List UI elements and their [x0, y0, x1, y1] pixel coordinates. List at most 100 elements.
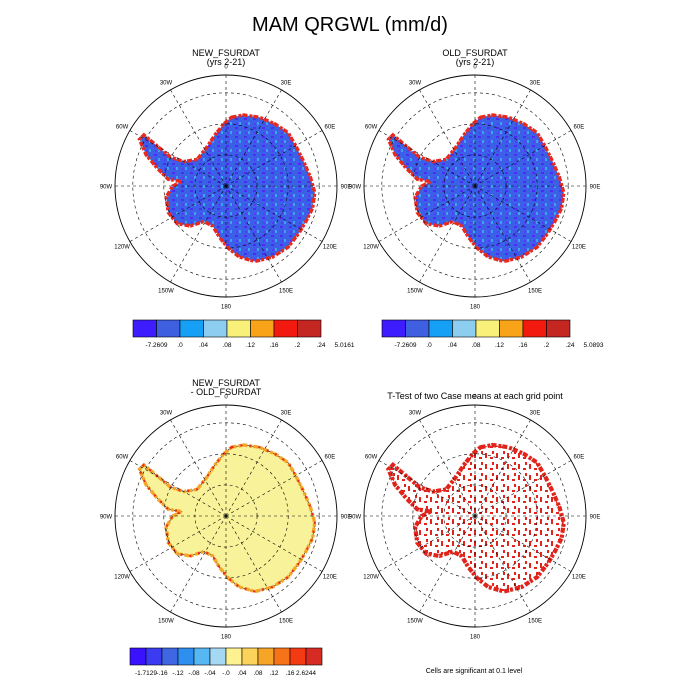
- colorbar-tick-label: .12: [269, 670, 278, 677]
- longitude-label: 120E: [323, 245, 337, 251]
- longitude-label: 60E: [574, 125, 585, 131]
- meridian-line: [225, 185, 323, 242]
- longitude-label: 90W: [349, 515, 362, 521]
- meridian-line: [225, 89, 282, 187]
- coastal-band-red-cells: [138, 443, 316, 593]
- colorbar-swatch: [289, 647, 307, 666]
- panel-difference: NEW_FSURDAT - OLD_FSURDAT 0 30E 60E 90E 120E…: [100, 378, 352, 677]
- longitude-label: 30E: [281, 81, 292, 87]
- meridian-line: [474, 515, 531, 613]
- colorbar-tick-label: -.04: [204, 670, 216, 677]
- colorbar-swatch: [156, 319, 181, 338]
- latitude-circle: [132, 92, 320, 280]
- panel4-map: 0 30E 60E 90E 120E 150E 180 150W 120W 90W 60W 30W: [349, 395, 601, 641]
- colorbar-tick-label: .0: [177, 342, 183, 349]
- meridian-line: [170, 515, 227, 613]
- meridian-line: [419, 515, 476, 613]
- colorbar-swatch: [203, 319, 228, 338]
- colorbar-tick-label: .24: [316, 342, 325, 349]
- longitude-label: 120E: [572, 245, 586, 251]
- colorbar-swatch: [132, 319, 157, 338]
- colorbar-tick-label: .24: [565, 342, 574, 349]
- meridian-line: [129, 130, 227, 187]
- longitude-label: 30W: [409, 411, 422, 417]
- longitude-label: 180: [221, 305, 232, 311]
- longitude-label: 90W: [100, 185, 113, 191]
- meridian-line: [474, 130, 572, 187]
- colorbar-swatch: [452, 319, 477, 338]
- meridian-line: [129, 460, 227, 517]
- longitude-label: 30W: [409, 81, 422, 87]
- panel2-title-line2: (yrs 2-21): [456, 57, 495, 67]
- colorbar-tick-label: .08: [222, 342, 231, 349]
- panel-old-fsurdat: OLD_FSURDAT (yrs 2-21) 0 30E 60E 90E 120E 150…: [349, 48, 604, 349]
- panel1-colorbar: -7.2609 .0 .04 .08 .12 .16 .2 .24 5.0161: [132, 319, 355, 349]
- longitude-label: 0: [473, 395, 477, 401]
- colorbar-tick-label: .12: [495, 342, 504, 349]
- meridian-line: [378, 460, 476, 517]
- panel3-title-line1: NEW_FSURDAT: [192, 378, 260, 388]
- colorbar-swatch: [241, 647, 259, 666]
- colorbar-swatch: [257, 647, 275, 666]
- longitude-label: 0: [224, 395, 228, 401]
- longitude-label: 150E: [528, 618, 542, 624]
- meridian-line: [129, 515, 227, 572]
- colorbar-swatch: [129, 647, 147, 666]
- panel-new-fsurdat: NEW_FSURDAT (yrs 2-21) 0 30E 60E 90E 120E 150…: [100, 48, 355, 349]
- colorbar-tick-label: -.08: [188, 670, 200, 677]
- colorbar-tick-label: -.16: [156, 670, 168, 677]
- meridian-line: [474, 460, 572, 517]
- colorbar-swatch: [305, 647, 323, 666]
- colorbar-swatch: [381, 319, 406, 338]
- longitude-label: 60E: [325, 455, 336, 461]
- colorbar-swatch: [145, 647, 163, 666]
- panel3-colorbar: -1.7129 -.16 -.12 -.08 -.04 -.0 .04 .08 .12 .16 2.…: [129, 647, 323, 677]
- colorbar-swatch: [225, 647, 243, 666]
- meridian-line: [474, 185, 572, 242]
- coastal-band: [386, 113, 566, 264]
- panel4-title: T-Test of two Case means at each grid po…: [387, 391, 563, 401]
- colorbar-swatch: [499, 319, 524, 338]
- longitude-label: 30E: [530, 81, 541, 87]
- longitude-label: 120W: [114, 575, 130, 581]
- longitude-label: 150W: [407, 288, 423, 294]
- latitude-circle: [381, 422, 569, 610]
- meridian-line: [170, 89, 227, 187]
- meridian-line: [474, 185, 531, 283]
- longitude-label: 150W: [158, 618, 174, 624]
- colorbar-tick-label: -.0: [222, 670, 230, 677]
- longitude-label: 120W: [363, 575, 379, 581]
- longitude-label: 60W: [365, 125, 378, 131]
- colorbar-swatch: [226, 319, 251, 338]
- colorbar-tick-label: .16: [269, 342, 278, 349]
- longitude-label: 180: [470, 305, 481, 311]
- longitude-label: 60W: [365, 455, 378, 461]
- meridian-line: [419, 185, 476, 283]
- colorbar-tick-label: .2: [295, 342, 301, 349]
- latitude-circle: [381, 92, 569, 280]
- colorbar-swatch: [428, 319, 453, 338]
- meridian-line: [225, 130, 323, 187]
- colorbar-tick-label: 2.6244: [296, 670, 316, 677]
- colorbar-swatch: [250, 319, 275, 338]
- meridian-line: [129, 185, 227, 242]
- colorbar-swatch: [546, 319, 571, 338]
- meridian-line: [170, 185, 227, 283]
- page-title: MAM QRGWL (mm/d): [252, 14, 448, 36]
- latitude-circle: [132, 422, 320, 610]
- longitude-label: 150W: [158, 288, 174, 294]
- colorbar-swatch: [177, 647, 195, 666]
- longitude-label: 90E: [341, 515, 352, 521]
- colorbar-tick-label: .16: [518, 342, 527, 349]
- colorbar-tick-label: .12: [246, 342, 255, 349]
- colorbar-tick-label: .04: [199, 342, 208, 349]
- colorbar-tick-label: .16: [285, 670, 294, 677]
- meridian-line: [225, 515, 323, 572]
- colorbar-swatch: [161, 647, 179, 666]
- panel1-title-line2: (yrs 2-21): [207, 57, 246, 67]
- colorbar-swatch: [193, 647, 211, 666]
- longitude-label: 60E: [325, 125, 336, 131]
- longitude-label: 150E: [279, 288, 293, 294]
